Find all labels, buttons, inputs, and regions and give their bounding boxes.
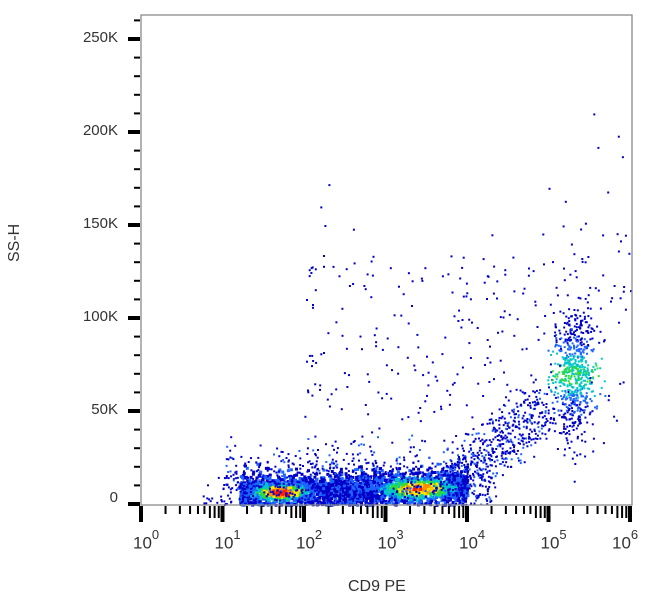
x-tick-label: 101 <box>214 527 241 553</box>
y-tick-label: 100K <box>82 308 118 325</box>
x-tick-label: 105 <box>540 527 567 553</box>
density-dots <box>202 113 632 507</box>
x-tick-label: 100 <box>133 527 160 553</box>
y-axis-ticks <box>128 19 140 506</box>
y-tick-label: 0 <box>109 489 118 506</box>
x-tick-label: 102 <box>296 527 323 553</box>
y-tick-label: 250K <box>82 29 118 46</box>
y-tick-label: 150K <box>82 215 118 232</box>
x-tick-label: 103 <box>377 527 404 553</box>
y-tick-label: 50K <box>91 401 118 418</box>
x-axis-title: CD9 PE <box>348 578 406 595</box>
plot-frame <box>140 14 633 506</box>
y-tick-label: 200K <box>82 122 118 139</box>
x-axis-ticks <box>139 506 632 522</box>
x-tick-label: 104 <box>459 527 486 553</box>
y-axis-title: SS-H <box>6 223 23 262</box>
x-tick-label: 106 <box>612 527 639 553</box>
